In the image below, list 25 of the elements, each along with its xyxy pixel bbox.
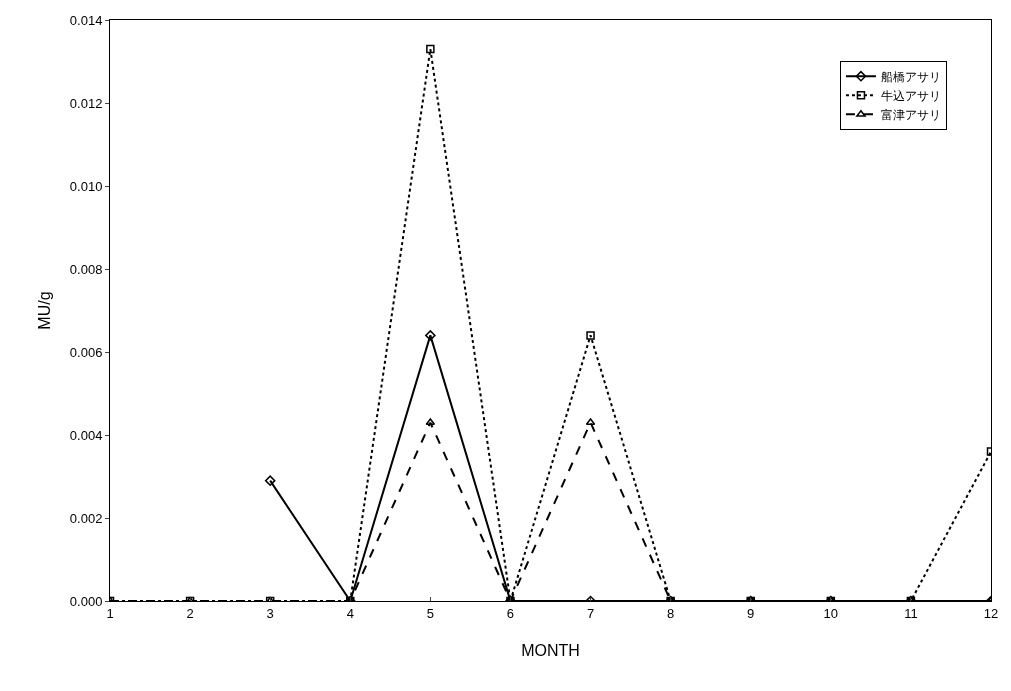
x-tick-label: 6 <box>506 605 515 621</box>
legend-label: 船橋アサリ <box>880 69 941 84</box>
x-tick-label: 1 <box>106 605 114 621</box>
y-tick-label: 0.006 <box>69 344 103 360</box>
y-tick-label: 0.000 <box>69 593 103 609</box>
x-tick-label: 11 <box>904 605 918 621</box>
y-axis-title: MU/g <box>35 291 53 330</box>
y-tick-label: 0.012 <box>69 95 103 111</box>
x-tick-label: 3 <box>266 605 274 621</box>
x-tick-label: 9 <box>747 605 755 621</box>
x-tick-label: 4 <box>346 605 354 621</box>
y-tick-label: 0.014 <box>69 12 103 28</box>
y-tick-label: 0.010 <box>69 178 103 194</box>
x-tick-label: 10 <box>823 605 839 621</box>
legend-label: 牛込アサリ <box>880 88 941 103</box>
x-axis-title: MONTH <box>521 642 580 660</box>
y-tick-label: 0.002 <box>69 510 103 526</box>
y-tick-label: 0.008 <box>69 261 103 277</box>
x-tick-label: 12 <box>983 605 999 621</box>
x-tick-label: 2 <box>186 605 194 621</box>
legend-label: 富津アサリ <box>880 107 941 122</box>
x-tick-label: 5 <box>426 605 434 621</box>
x-tick-label: 7 <box>586 605 595 621</box>
y-tick-label: 0.004 <box>69 427 103 443</box>
x-tick-label: 8 <box>667 605 675 621</box>
